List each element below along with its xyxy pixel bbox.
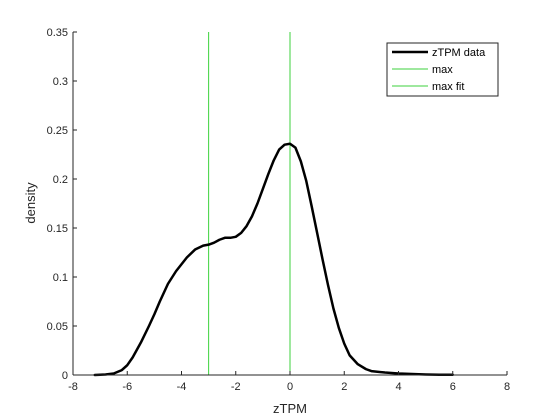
x-tick-label: 8 — [504, 381, 510, 393]
y-tick-label: 0.25 — [47, 125, 68, 137]
x-tick-label: 4 — [395, 381, 401, 393]
y-tick-label: 0 — [62, 370, 68, 382]
legend: zTPM data max max fit — [386, 42, 499, 97]
x-tick-label: -2 — [231, 381, 241, 393]
y-axis-label: density — [23, 182, 38, 224]
y-ticks: 0 0.05 0.1 0.15 0.2 0.25 0.3 0.35 — [47, 27, 77, 382]
vertical-lines — [208, 32, 291, 375]
x-ticks: -8 -6 -4 -2 0 2 4 6 8 — [68, 371, 510, 393]
x-tick-label: 2 — [341, 381, 347, 393]
legend-label-ztpm-data: zTPM data — [432, 47, 486, 59]
legend-label-max-fit: max fit — [432, 81, 464, 93]
x-tick-label: -6 — [122, 381, 132, 393]
x-tick-label: -4 — [177, 381, 187, 393]
y-tick-label: 0.1 — [53, 272, 68, 284]
x-tick-label: 6 — [450, 381, 456, 393]
series-lines — [93, 142, 454, 377]
x-axis-label: zTPM — [273, 401, 307, 416]
legend-label-max: max — [432, 64, 453, 76]
y-tick-label: 0.2 — [53, 174, 68, 186]
series-line-zTPM-data — [93, 142, 454, 377]
y-tick-label: 0.05 — [47, 321, 68, 333]
y-tick-label: 0.15 — [47, 223, 68, 235]
y-tick-label: 0.3 — [53, 76, 68, 88]
x-tick-label: -8 — [68, 381, 78, 393]
x-tick-label: 0 — [287, 381, 293, 393]
y-tick-label: 0.35 — [47, 27, 68, 39]
